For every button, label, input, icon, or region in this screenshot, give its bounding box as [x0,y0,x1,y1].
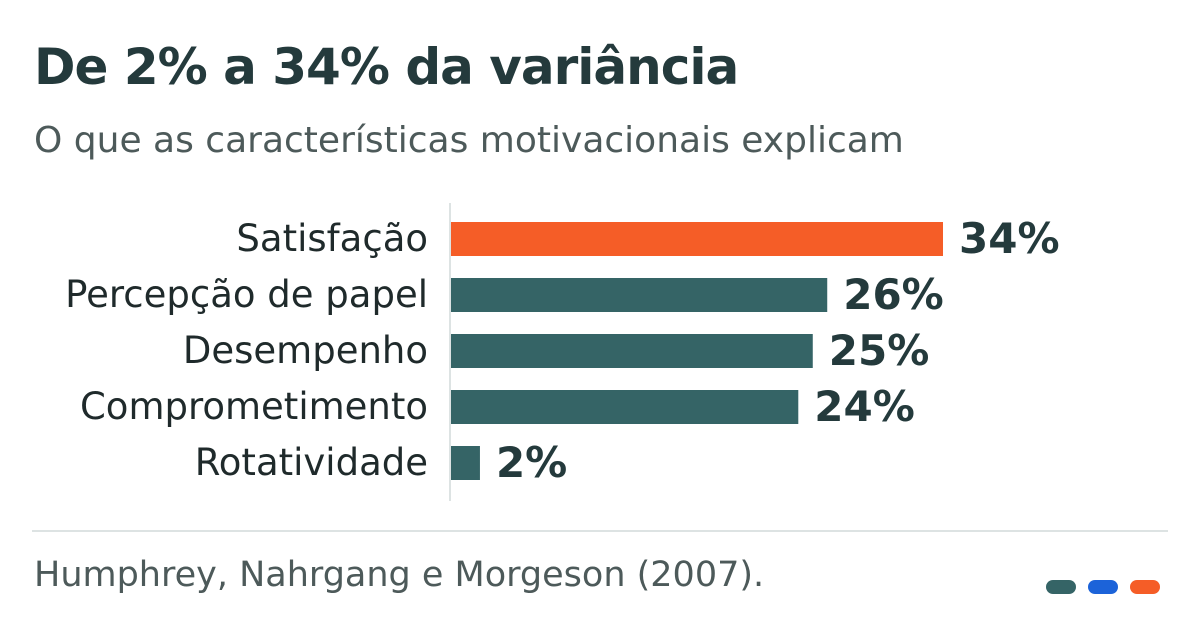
value-label: 2% [496,438,567,487]
value-label: 26% [843,270,944,319]
chart-subtitle: O que as características motivacionais e… [34,120,904,161]
bar [451,446,480,480]
category-label: Percepção de papel [65,273,428,316]
category-label: Desempenho [183,329,428,372]
chart-title: De 2% a 34% da variância [34,38,739,96]
value-label: 34% [959,214,1060,263]
category-label: Satisfação [236,217,428,260]
brand-dot [1046,580,1076,594]
bar [451,278,828,312]
source-note: Humphrey, Nahrgang e Morgeson (2007). [34,555,765,595]
brand-dot [1130,580,1160,594]
value-label: 24% [814,382,915,431]
value-label: 25% [829,326,930,375]
bar [451,390,799,424]
category-label: Comprometimento [80,385,428,428]
category-label: Rotatividade [195,441,428,484]
bar [451,222,943,256]
bar-chart: Satisfação 34% Percepção de papel 26% Desemp… [65,203,1060,501]
brand-dot [1088,580,1118,594]
bar [451,334,813,368]
footer-divider [32,530,1168,532]
